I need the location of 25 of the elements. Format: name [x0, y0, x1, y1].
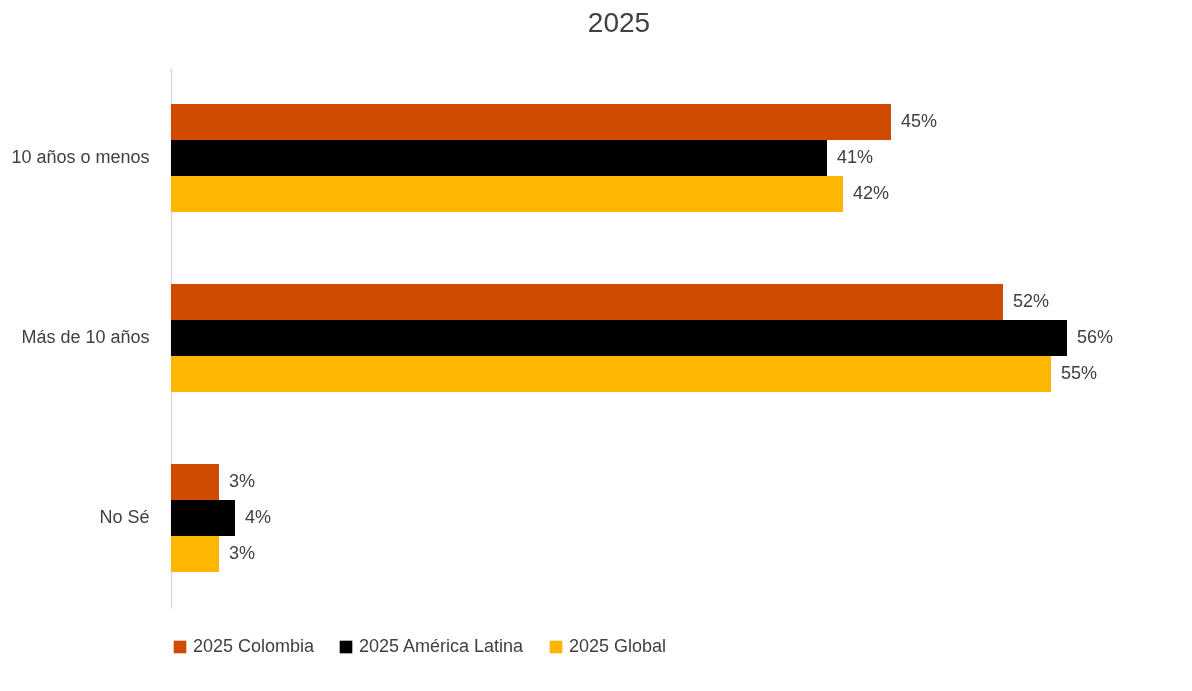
y-tick-label: No Sé — [99, 507, 150, 527]
data-label: 4% — [245, 507, 272, 527]
bar — [171, 284, 1003, 320]
data-label: 56% — [1077, 327, 1114, 347]
y-tick-label: 10 años o menos — [11, 147, 150, 167]
bar — [171, 140, 827, 176]
bar — [171, 500, 235, 536]
legend-label: 2025 Global — [569, 636, 667, 656]
bar — [171, 104, 891, 140]
data-label: 41% — [837, 147, 874, 167]
bar — [171, 356, 1051, 392]
data-label: 3% — [229, 543, 256, 563]
data-label: 52% — [1013, 291, 1050, 311]
bar — [171, 536, 219, 572]
data-label: 3% — [229, 471, 256, 491]
bar — [171, 464, 219, 500]
data-label: 42% — [853, 183, 890, 203]
bar — [171, 320, 1067, 356]
legend-label: 2025 Colombia — [193, 636, 316, 656]
data-label: 45% — [901, 111, 938, 131]
chart-title: 2025 — [587, 7, 651, 38]
legend-label: 2025 América Latina — [359, 636, 525, 656]
data-label: 55% — [1061, 363, 1098, 383]
y-tick-label: Más de 10 años — [21, 327, 150, 347]
bar — [171, 176, 843, 212]
